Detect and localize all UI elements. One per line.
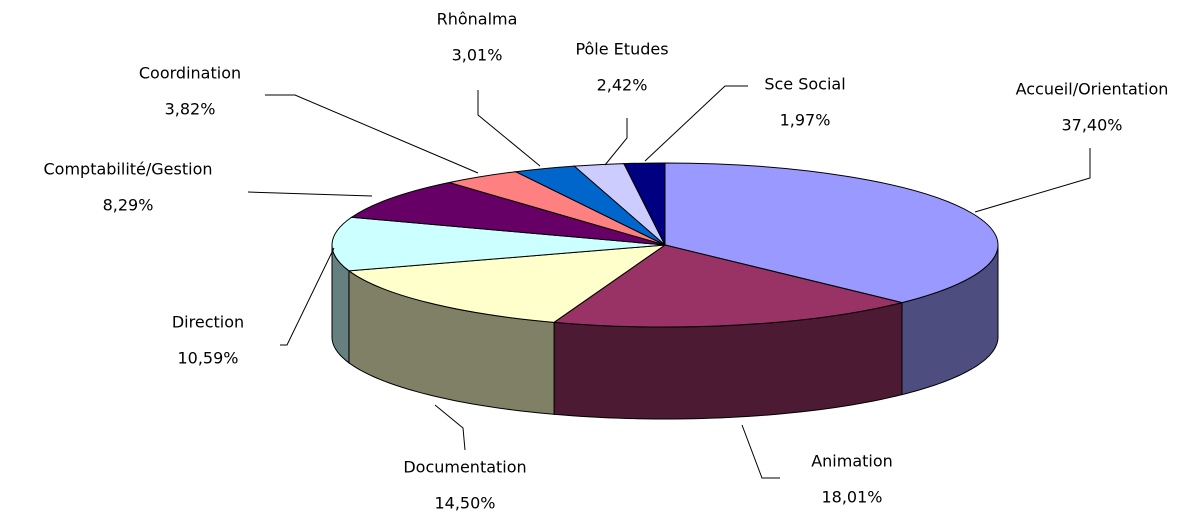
pie-sides (331, 244, 999, 420)
value-label: 3,82% (165, 100, 216, 119)
slice (552, 244, 903, 328)
slice (347, 244, 667, 323)
value-label: 3,01% (452, 46, 503, 65)
slice-label: Coordination (139, 64, 241, 83)
leader-line (477, 90, 541, 167)
slice-label: Pôle Etudes (575, 40, 668, 59)
slice-label: Animation (811, 452, 893, 471)
leader-line (974, 148, 1091, 213)
value-label: 37,40% (1061, 116, 1122, 135)
slice (331, 216, 666, 272)
slice-label: Accueil/Orientation (1016, 80, 1169, 99)
value-label: 8,29% (103, 196, 154, 215)
leader-line (247, 191, 373, 197)
leader-line (434, 404, 466, 451)
pie-tops (331, 162, 999, 328)
value-label: 18,01% (821, 488, 882, 507)
slice (623, 162, 666, 246)
leader-line (741, 424, 780, 479)
slice-label: Documentation (403, 458, 526, 477)
value-label: 10,59% (177, 349, 238, 368)
leader-line (604, 118, 628, 166)
slice (350, 182, 666, 246)
slice (664, 162, 999, 304)
leader-line (265, 94, 479, 174)
slice-label: Sce Social (764, 75, 845, 94)
leader-line (280, 247, 335, 346)
slice-label: Direction (172, 313, 244, 332)
value-label: 2,42% (597, 76, 648, 95)
labels: Accueil/Orientation 37,40% Animation 18,01%… (43, 10, 1168, 513)
slice-label: Rhônalma (437, 10, 518, 29)
value-label: 14,50% (434, 494, 495, 513)
slice-label: Comptabilité/Gestion (43, 160, 212, 179)
value-label: 1,97% (780, 111, 831, 130)
leader-line (644, 85, 748, 162)
